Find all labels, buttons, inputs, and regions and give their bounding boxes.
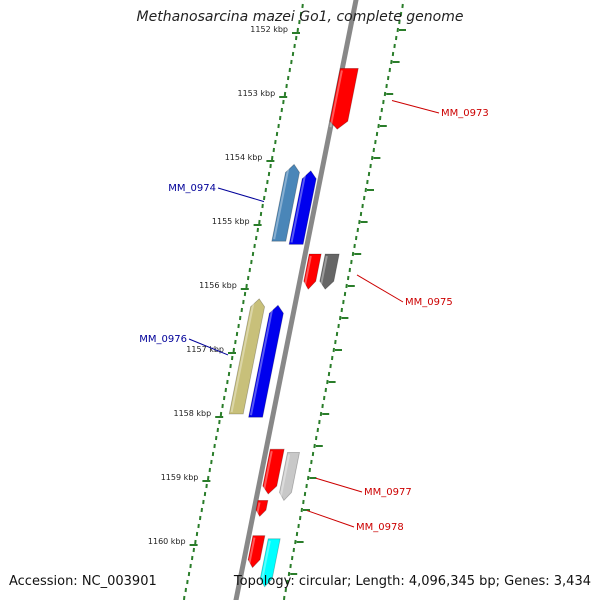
gene-label-leader bbox=[217, 187, 265, 203]
kbp-tick-label: 1152 kbp bbox=[250, 25, 288, 34]
gene-shade bbox=[303, 255, 312, 288]
mm-0976-gene-arrow[interactable] bbox=[228, 298, 266, 415]
gene-arrow[interactable] bbox=[247, 535, 266, 569]
mm-0975-gene-arrow[interactable] bbox=[319, 253, 340, 290]
gene-arrow[interactable] bbox=[248, 304, 284, 418]
gene-label-leader bbox=[356, 274, 404, 303]
gene-arrow[interactable] bbox=[288, 170, 317, 245]
gene-label[interactable]: MM_0974 bbox=[168, 183, 216, 194]
genome-title: Methanosarcina mazei Go1, complete genom… bbox=[136, 9, 464, 25]
kbp-tick-label: 1156 kbp bbox=[199, 281, 237, 290]
gene-label-leader bbox=[315, 477, 363, 493]
mm-0974-gene-arrow[interactable] bbox=[271, 163, 300, 242]
mm-0977-gene-arrow[interactable] bbox=[279, 451, 300, 502]
kbp-tick-label: 1153 kbp bbox=[237, 89, 275, 98]
kbp-tick-label: 1158 kbp bbox=[173, 409, 211, 418]
kbp-tick-label: 1157 kbp bbox=[186, 345, 224, 354]
gene-label[interactable]: MM_0975 bbox=[405, 297, 453, 308]
mm-0978-gene-arrow[interactable] bbox=[255, 499, 269, 518]
gene-shade bbox=[279, 454, 291, 499]
gene-label-leader bbox=[391, 100, 440, 114]
kbp-tick-label: 1154 kbp bbox=[225, 153, 263, 162]
gene-shade bbox=[290, 172, 307, 243]
gene-shade bbox=[230, 300, 255, 413]
gene-label-leader bbox=[188, 338, 229, 356]
gene-arrow[interactable] bbox=[303, 253, 322, 290]
kbp-ticks: 1152 kbp 1153 kbp 1154 kbp 1155 kbp 1156 kbp… bbox=[148, 0, 406, 600]
gene-shade bbox=[256, 502, 261, 515]
gene-labels: MM_0973 MM_0974 MM_0975 MM_0976 MM_0977 MM_09… bbox=[139, 100, 489, 533]
gene-label[interactable]: MM_0977 bbox=[364, 487, 412, 498]
gene-shade bbox=[329, 70, 343, 128]
accession-text: Accession: NC_003901 bbox=[9, 574, 157, 589]
gene-label[interactable]: MM_0976 bbox=[139, 334, 187, 345]
gene-shade bbox=[260, 540, 271, 585]
kbp-tick-label: 1160 kbp bbox=[148, 537, 186, 546]
gene-label[interactable]: MM_0978 bbox=[356, 522, 404, 533]
gene-label[interactable]: MM_0973 bbox=[441, 108, 489, 119]
gene-shade bbox=[247, 537, 256, 566]
gene-features bbox=[228, 68, 359, 588]
gene-arrow[interactable] bbox=[262, 448, 285, 495]
gene-arrow[interactable] bbox=[259, 538, 281, 588]
kbp-tick-label: 1155 kbp bbox=[212, 217, 250, 226]
gene-shade bbox=[262, 451, 273, 493]
gene-shade bbox=[319, 255, 328, 288]
gene-label-leader bbox=[306, 510, 355, 528]
gene-shade bbox=[273, 166, 290, 240]
topology-text: Topology: circular; Length: 4,096,345 bp… bbox=[233, 574, 591, 589]
kbp-tick-label: 1159 kbp bbox=[161, 473, 199, 482]
mm-0973-gene-arrow[interactable] bbox=[329, 68, 359, 130]
gene-shade bbox=[249, 307, 274, 416]
